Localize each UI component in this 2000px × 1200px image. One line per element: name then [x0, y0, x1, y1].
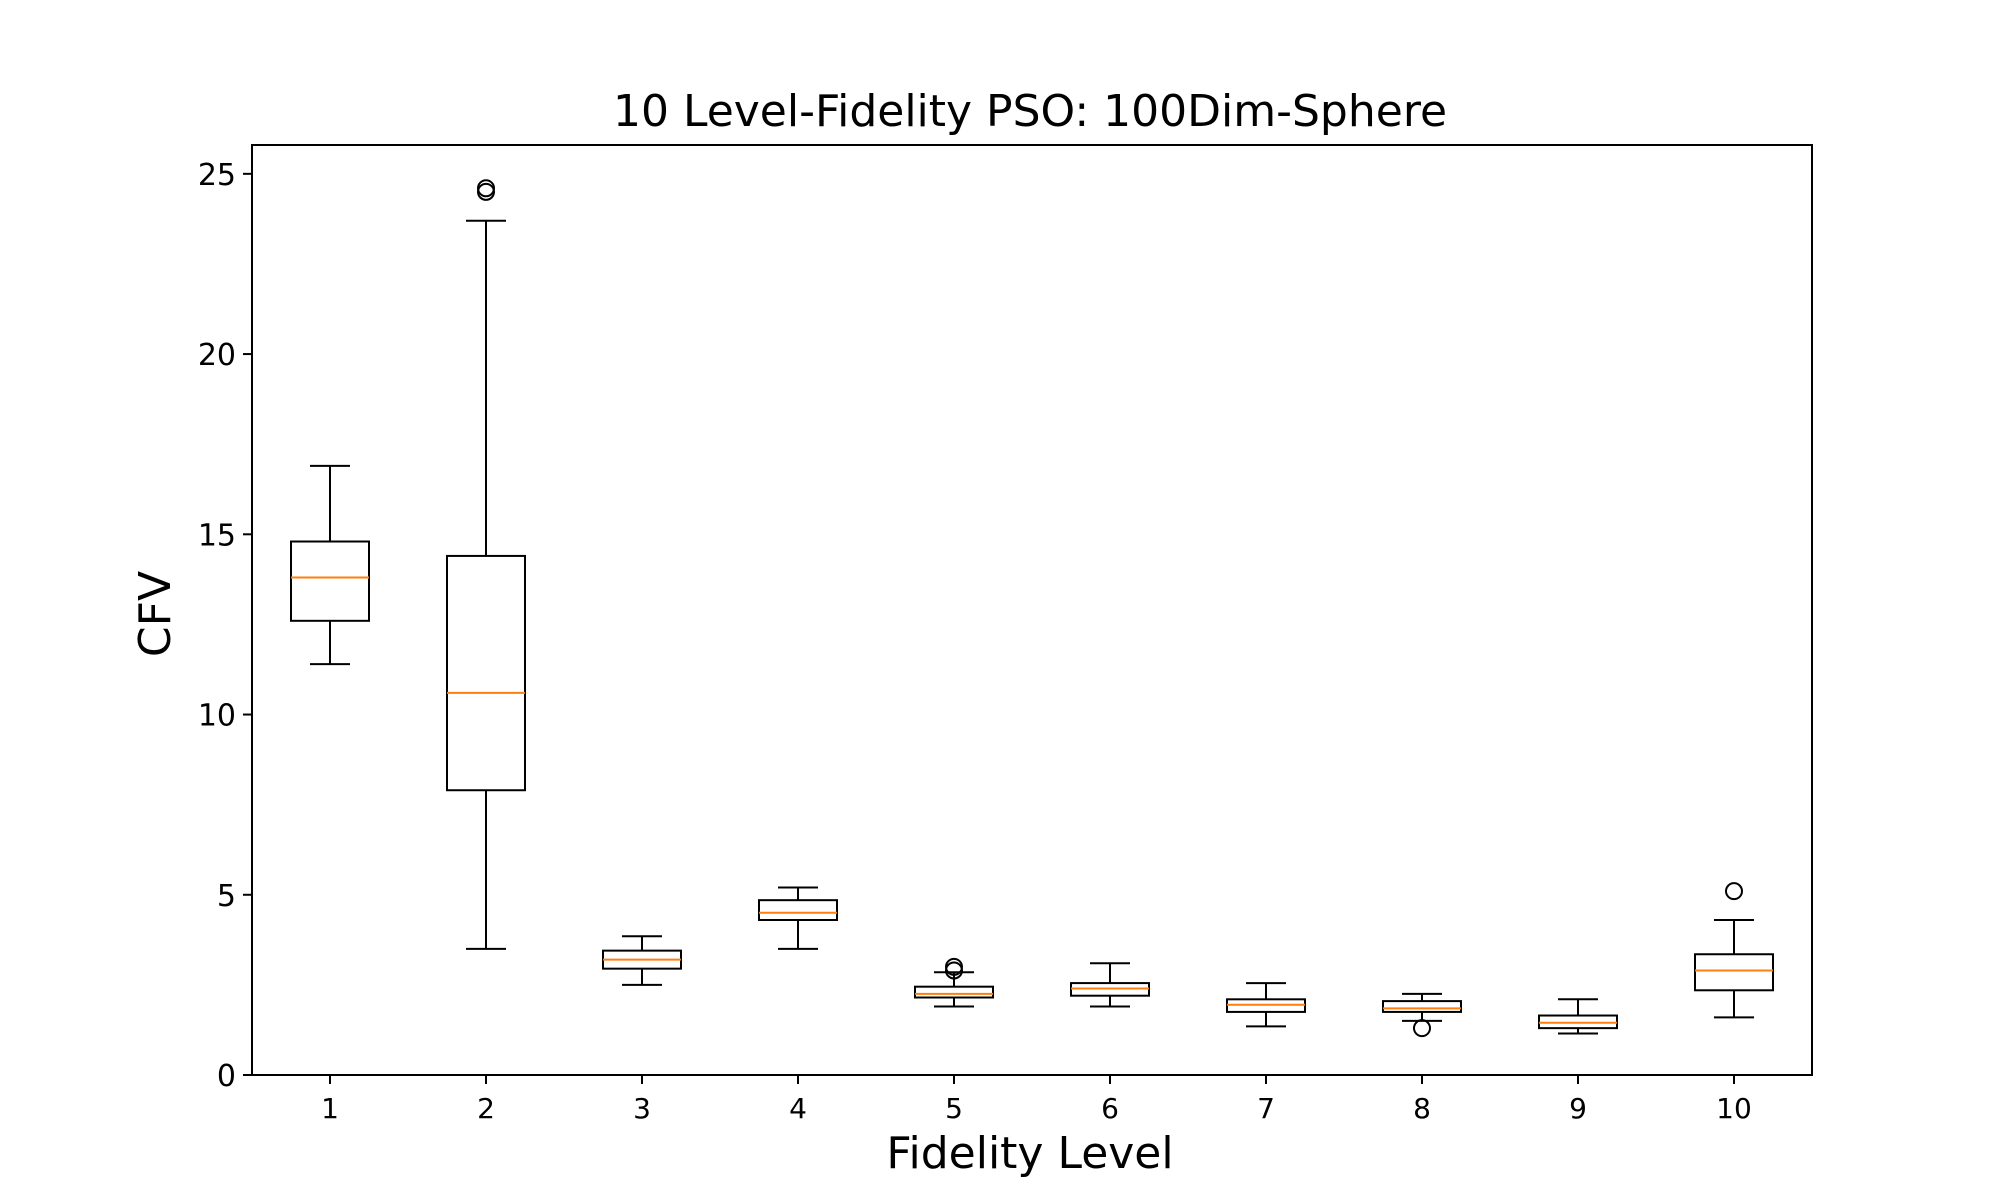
outlier-point: [1413, 1019, 1431, 1038]
box-iqr: [914, 985, 994, 999]
plot-frame: [251, 144, 1813, 1076]
x-tick-label: 9: [1569, 1092, 1587, 1125]
y-tick-label: 0: [217, 1059, 236, 1094]
y-tick-label: 20: [198, 338, 236, 373]
x-tick-label: 4: [789, 1092, 807, 1125]
box-iqr: [290, 540, 370, 622]
chart-title: 10 Level-Fidelity PSO: 100Dim-Sphere: [613, 86, 1447, 137]
outlier-point: [477, 179, 495, 198]
y-tick-label: 25: [198, 158, 236, 193]
box-iqr: [1694, 953, 1774, 992]
x-tick-label: 10: [1716, 1092, 1752, 1125]
box-iqr: [1382, 1000, 1462, 1013]
y-tick-label: 5: [217, 879, 236, 914]
y-tick-label: 15: [198, 518, 236, 553]
box-iqr: [446, 554, 526, 792]
y-tick-label: 10: [198, 699, 236, 734]
x-axis-label: Fidelity Level: [886, 1128, 1173, 1179]
x-tick-label: 1: [321, 1092, 339, 1125]
x-tick-label: 7: [1257, 1092, 1275, 1125]
x-tick-label: 6: [1101, 1092, 1119, 1125]
x-tick-label: 5: [945, 1092, 963, 1125]
box-iqr: [758, 899, 838, 922]
plot-area: 0 5 10 15 20 25 1 2 3 4 5 6 7 8 9 10: [198, 144, 1813, 1125]
x-tick-label: 8: [1413, 1092, 1431, 1125]
x-tick-label: 2: [477, 1092, 495, 1125]
outlier-point: [1725, 882, 1743, 901]
outlier-point: [945, 957, 963, 976]
y-axis-label: CFV: [130, 571, 181, 657]
x-tick-label: 3: [633, 1092, 651, 1125]
